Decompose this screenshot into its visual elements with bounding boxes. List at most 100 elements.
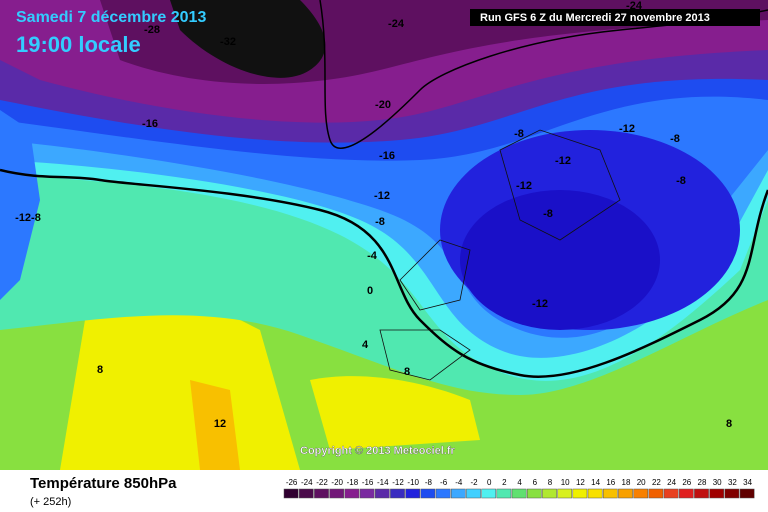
legend-swatch — [511, 488, 527, 499]
cold-core — [460, 190, 660, 330]
legend-swatch — [435, 488, 451, 499]
contour-label: -8 — [514, 128, 524, 140]
contour-label: -20 — [375, 99, 391, 111]
contour-label: -32 — [220, 36, 236, 48]
legend-swatch — [739, 488, 755, 499]
legend-tick-label: -6 — [440, 478, 448, 487]
legend-tick-label: -24 — [301, 478, 313, 487]
variable-title: Température 850hPa — [30, 475, 177, 492]
contour-label: -12 — [555, 155, 571, 167]
legend-swatch — [572, 488, 588, 499]
legend-swatch — [405, 488, 421, 499]
legend-tick-label: 2 — [502, 478, 507, 487]
legend-tick-label: 10 — [561, 478, 570, 487]
legend-tick-label: -10 — [407, 478, 419, 487]
contour-label: -16 — [142, 118, 158, 130]
legend-tick-label: -2 — [470, 478, 478, 487]
contour-label: 0 — [367, 285, 373, 297]
warm-zone — [190, 380, 240, 470]
legend-tick-label: 24 — [667, 478, 676, 487]
contour-label: -12 — [532, 298, 548, 310]
contour-label: -8 — [676, 175, 686, 187]
contour-label: -12 — [516, 180, 532, 192]
legend-swatch — [602, 488, 618, 499]
legend-tick-label: -16 — [362, 478, 374, 487]
legend-swatch — [724, 488, 740, 499]
legend-tick-label: 30 — [713, 478, 722, 487]
legend-tick-label: -18 — [347, 478, 359, 487]
legend-swatch — [329, 488, 345, 499]
zone — [0, 110, 40, 300]
legend-swatch — [694, 488, 709, 499]
legend-tick-label: -14 — [377, 478, 389, 487]
legend-tick-label: 0 — [487, 478, 492, 487]
legend-swatch — [633, 488, 649, 499]
legend-tick-label: 26 — [682, 478, 691, 487]
contour-label: -24 — [626, 0, 643, 12]
legend-tick-label: -20 — [331, 478, 343, 487]
contour-label: -8 — [375, 216, 385, 228]
legend-tick-label: 28 — [698, 478, 707, 487]
legend-tick-label: -12 — [392, 478, 404, 487]
zone — [170, 0, 326, 78]
legend-swatch — [450, 488, 466, 499]
legend-swatch — [298, 488, 314, 499]
run-box — [470, 9, 760, 26]
legend-tick-label: -4 — [455, 478, 463, 487]
date-title: Samedi 7 décembre 2013 — [16, 9, 206, 26]
legend-tick-label: -22 — [316, 478, 328, 487]
legend-swatch — [374, 488, 390, 499]
legend-tick-label: 18 — [622, 478, 631, 487]
contour-label: 8 — [97, 364, 103, 376]
legend: -26 -24 -22 -20 -18 -16 -14 -12 -10 -8 -6 -4 -2 0 2 4 6 8… — [283, 478, 755, 499]
legend-tick-label: -8 — [425, 478, 433, 487]
legend-tick-label: 6 — [533, 478, 538, 487]
legend-swatch — [618, 488, 633, 499]
legend-swatch — [648, 488, 664, 499]
contour-label: -28 — [144, 24, 160, 36]
legend-tick-label: 12 — [576, 478, 585, 487]
legend-swatch — [542, 488, 557, 499]
map: -24 -32 -28 -24 -20 -16 -16 -12 -8 -4 0 … — [0, 0, 768, 470]
warm-zone — [310, 376, 480, 450]
legend-tick-label: 16 — [606, 478, 615, 487]
legend-swatch — [466, 488, 481, 499]
legend-swatch — [481, 488, 497, 499]
contour-label: -12 — [619, 123, 635, 135]
legend-swatch — [587, 488, 603, 499]
legend-swatch — [663, 488, 679, 499]
run-info: Run GFS 6 Z du Mercredi 27 novembre 2013 — [480, 12, 710, 24]
legend-swatch — [709, 488, 725, 499]
legend-tick-label: 20 — [637, 478, 646, 487]
legend-tick-label: 4 — [517, 478, 522, 487]
coastline — [379, 129, 621, 381]
lead-time: (+ 252h) — [30, 496, 71, 508]
legend-swatch — [496, 488, 512, 499]
legend-swatch — [557, 488, 573, 499]
contour-label: -12 — [374, 190, 390, 202]
legend-tick-label: 14 — [591, 478, 600, 487]
contour-label: -8 — [543, 208, 553, 220]
legend-tick-label: 22 — [652, 478, 661, 487]
legend-swatch — [526, 488, 542, 499]
contour-label: -8 — [670, 133, 680, 145]
copyright: Copyright © 2013 Meteociel.fr — [300, 445, 456, 457]
legend-swatch — [344, 488, 360, 499]
legend-swatch — [390, 488, 405, 499]
legend-swatch — [359, 488, 375, 499]
contour-label: 4 — [362, 339, 369, 351]
contour-label: 8 — [726, 418, 732, 430]
legend-tick-label: 8 — [548, 478, 553, 487]
contour-label: -12-8 — [15, 212, 41, 224]
legend-swatch — [678, 488, 694, 499]
legend-swatch — [283, 488, 299, 499]
contour-label: -16 — [379, 150, 395, 162]
zero-isotherm — [0, 168, 768, 378]
legend-tick-label: 32 — [728, 478, 737, 487]
legend-tick-label: 34 — [743, 478, 752, 487]
contour-label: 12 — [214, 418, 226, 430]
warm-zone — [60, 283, 300, 470]
contour-label: 8 — [404, 366, 410, 378]
contour-label: -24 — [388, 18, 405, 30]
